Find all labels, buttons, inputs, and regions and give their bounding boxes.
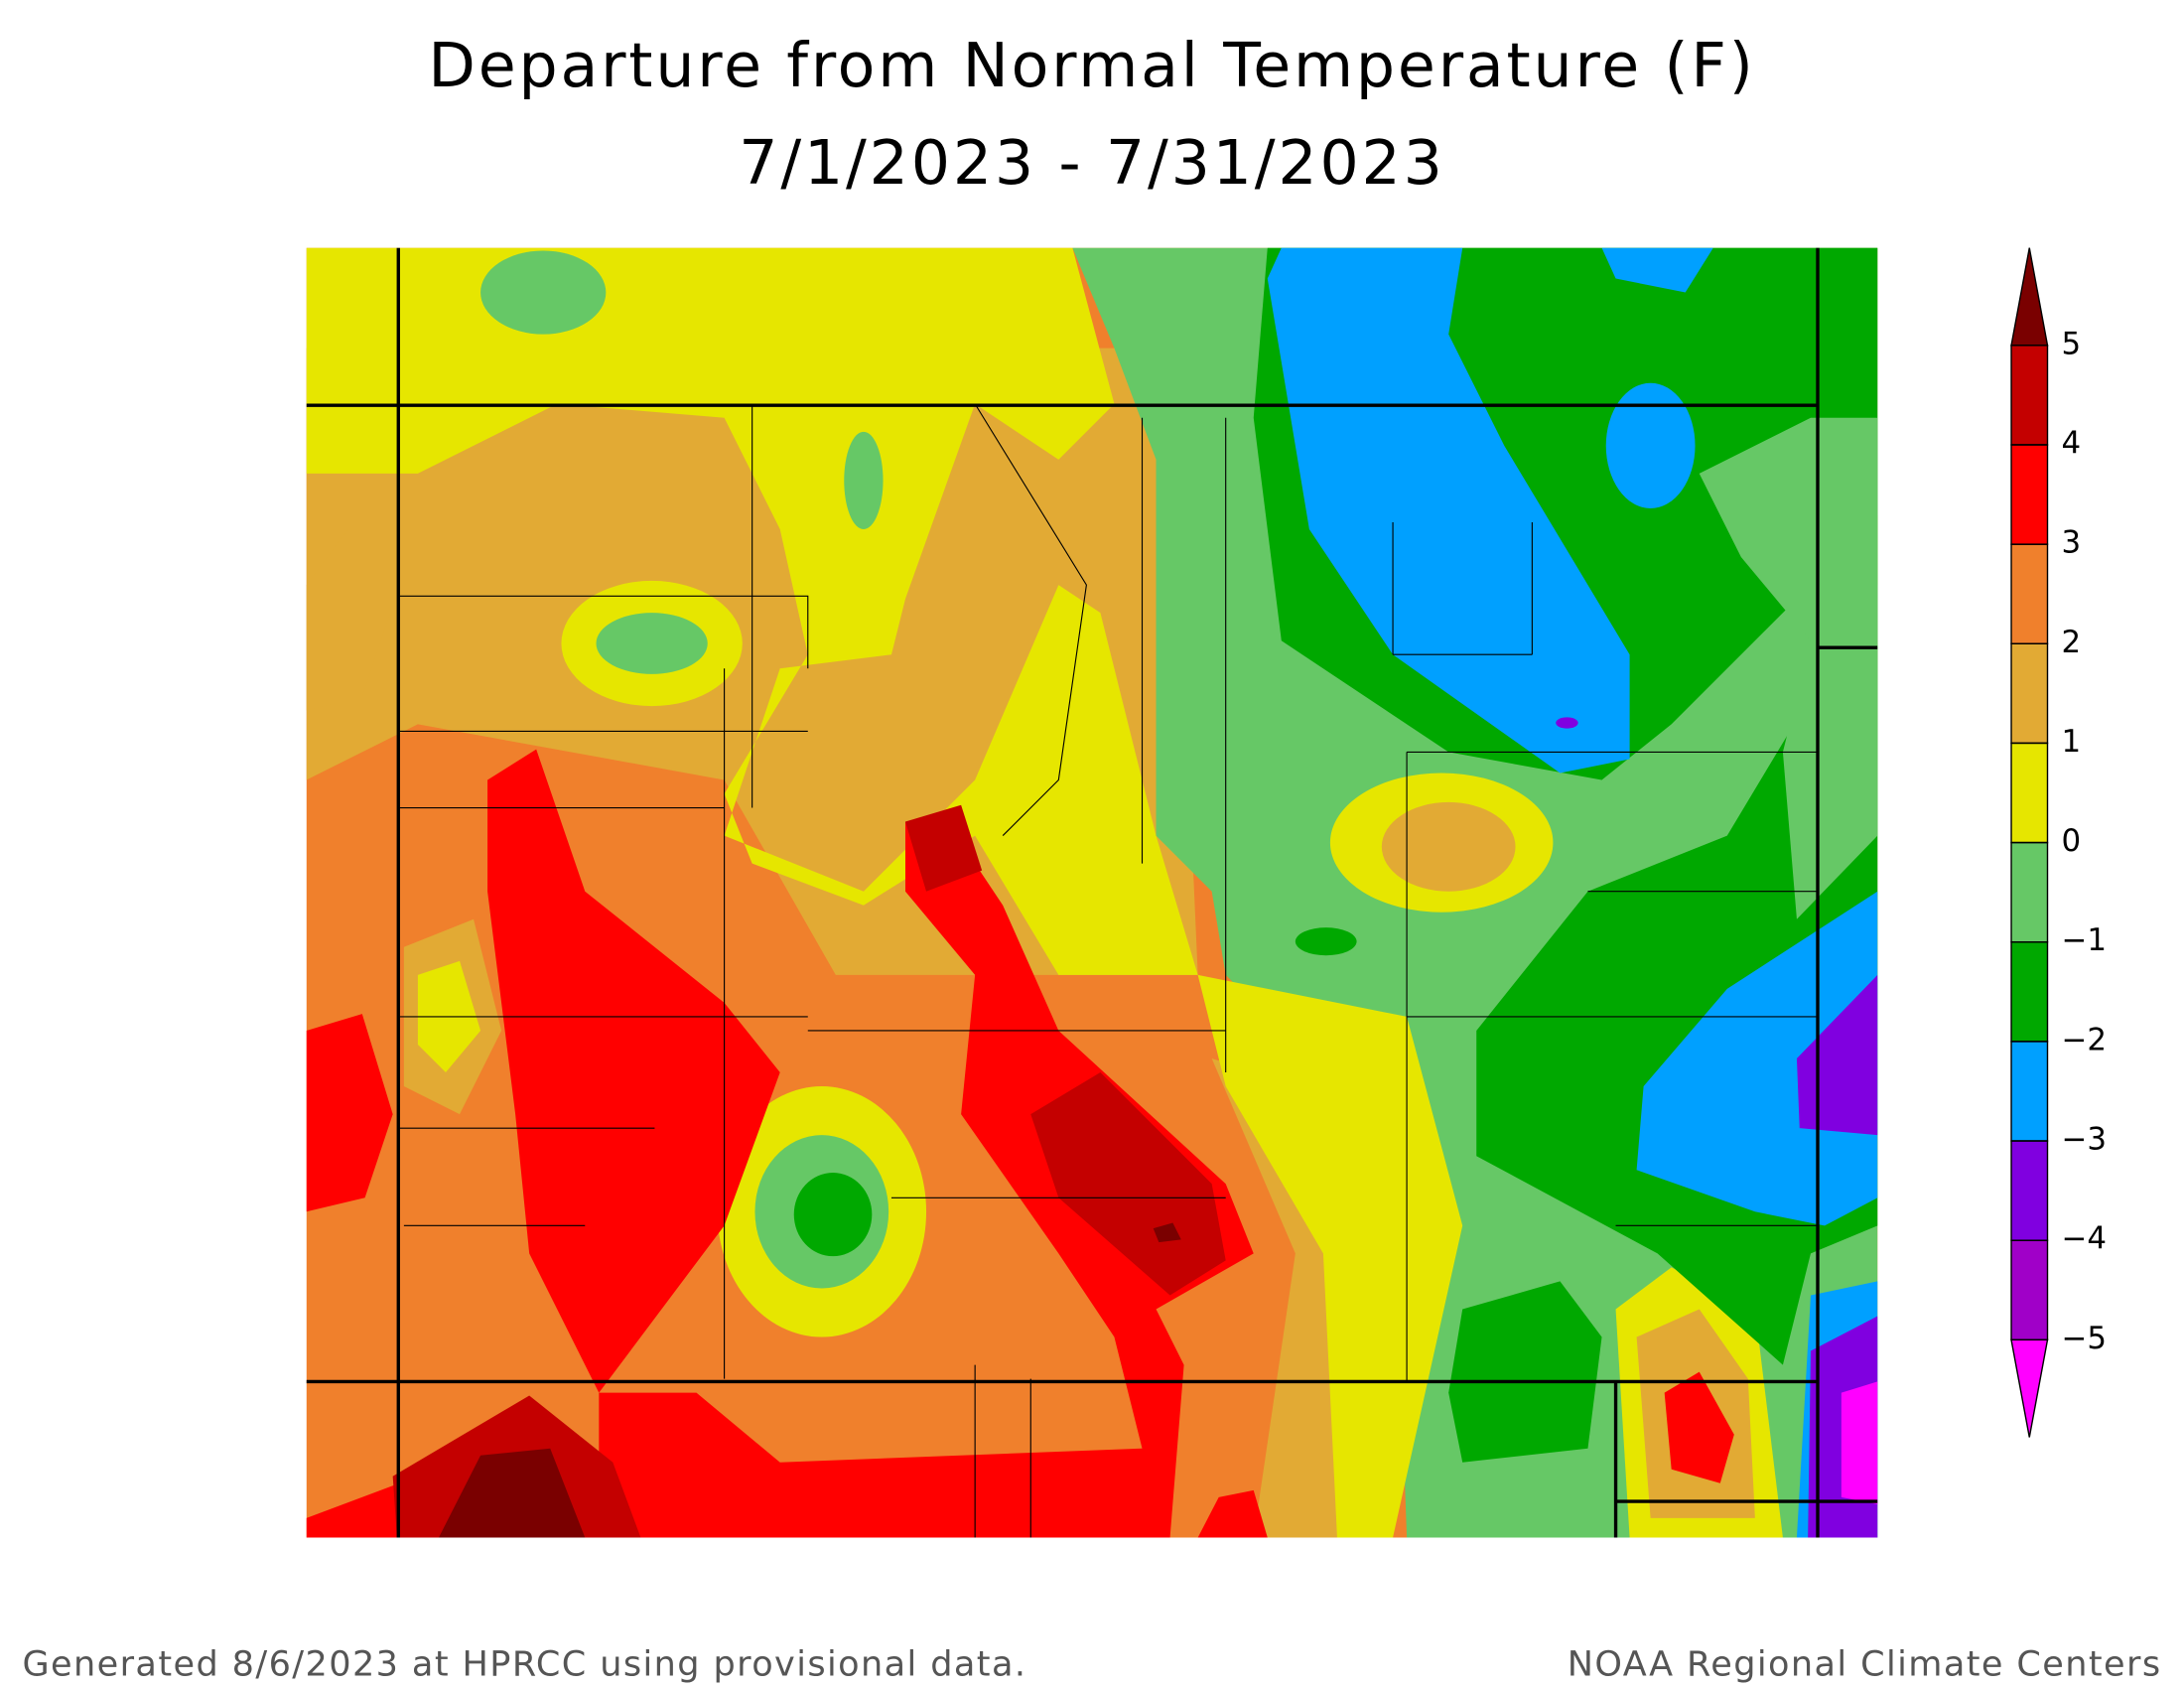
colorbar-label: 0 xyxy=(2062,823,2082,859)
contour-region xyxy=(596,613,708,674)
contour-region xyxy=(793,1173,873,1257)
contour-region xyxy=(1295,927,1357,956)
colorbar-bin xyxy=(2010,841,2049,943)
title-line: Departure from Normal Temperature (F) xyxy=(428,30,1755,101)
colorbar-bin xyxy=(2010,1140,2049,1241)
temperature-map xyxy=(306,247,1878,1538)
contour-region xyxy=(1197,1489,1268,1538)
colorbar-bin xyxy=(2010,642,2049,745)
colorbar-label: 2 xyxy=(2062,625,2082,660)
colorbar-label: 1 xyxy=(2062,724,2082,760)
colorbar-bin xyxy=(2010,543,2049,645)
contour-region xyxy=(480,250,607,335)
colorbar-bin xyxy=(2010,1239,2049,1341)
contour-region xyxy=(306,529,390,711)
contour-region xyxy=(438,1448,586,1538)
colorbar-label: 4 xyxy=(2062,426,2082,462)
contour-region xyxy=(1605,382,1696,508)
colorbar-bin xyxy=(2010,1041,2049,1142)
contour-region xyxy=(1267,247,1630,774)
colorbar-label: −4 xyxy=(2062,1221,2108,1257)
footer-left: Generated 8/6/2023 at HPRCC using provis… xyxy=(22,1643,1026,1684)
contour-region xyxy=(1197,974,1463,1538)
contour-region xyxy=(1153,1222,1181,1243)
county-line xyxy=(398,403,1818,1538)
contour-region xyxy=(844,431,884,530)
colorbar-label: −3 xyxy=(2062,1122,2108,1158)
contour-region xyxy=(1556,717,1578,729)
footer-right: NOAA Regional Climate Centers xyxy=(1568,1643,2162,1684)
colorbar-label: 5 xyxy=(2062,326,2082,361)
colorbar-label: −1 xyxy=(2062,922,2108,958)
colorbar-end xyxy=(2010,1338,2049,1438)
contour-region xyxy=(306,749,1254,1538)
colorbar-label: 3 xyxy=(2062,525,2082,561)
colorbar-end xyxy=(2010,247,2049,347)
contour-region xyxy=(1699,417,1878,919)
contour-region xyxy=(306,247,1198,975)
contour-region xyxy=(1664,1371,1734,1483)
colorbar-label: −5 xyxy=(2062,1321,2108,1356)
colorbar-bin xyxy=(2010,444,2049,545)
colorbar-label: −2 xyxy=(2062,1022,2108,1057)
colorbar-bin xyxy=(2010,742,2049,844)
contour-region xyxy=(1381,801,1516,892)
colorbar-bin xyxy=(2010,941,2049,1043)
state-border xyxy=(306,247,1878,1538)
title-line: 7/1/2023 - 7/31/2023 xyxy=(739,127,1444,199)
colorbar-bin xyxy=(2010,345,2049,446)
colorbar: 5 4 3 2 1 0 −1 −2 −3 −4 −5 xyxy=(2010,247,2108,1438)
contour-region xyxy=(1448,1281,1602,1463)
contour-region xyxy=(306,1014,393,1212)
contour-region xyxy=(904,804,983,892)
contour-region xyxy=(1841,1381,1878,1504)
